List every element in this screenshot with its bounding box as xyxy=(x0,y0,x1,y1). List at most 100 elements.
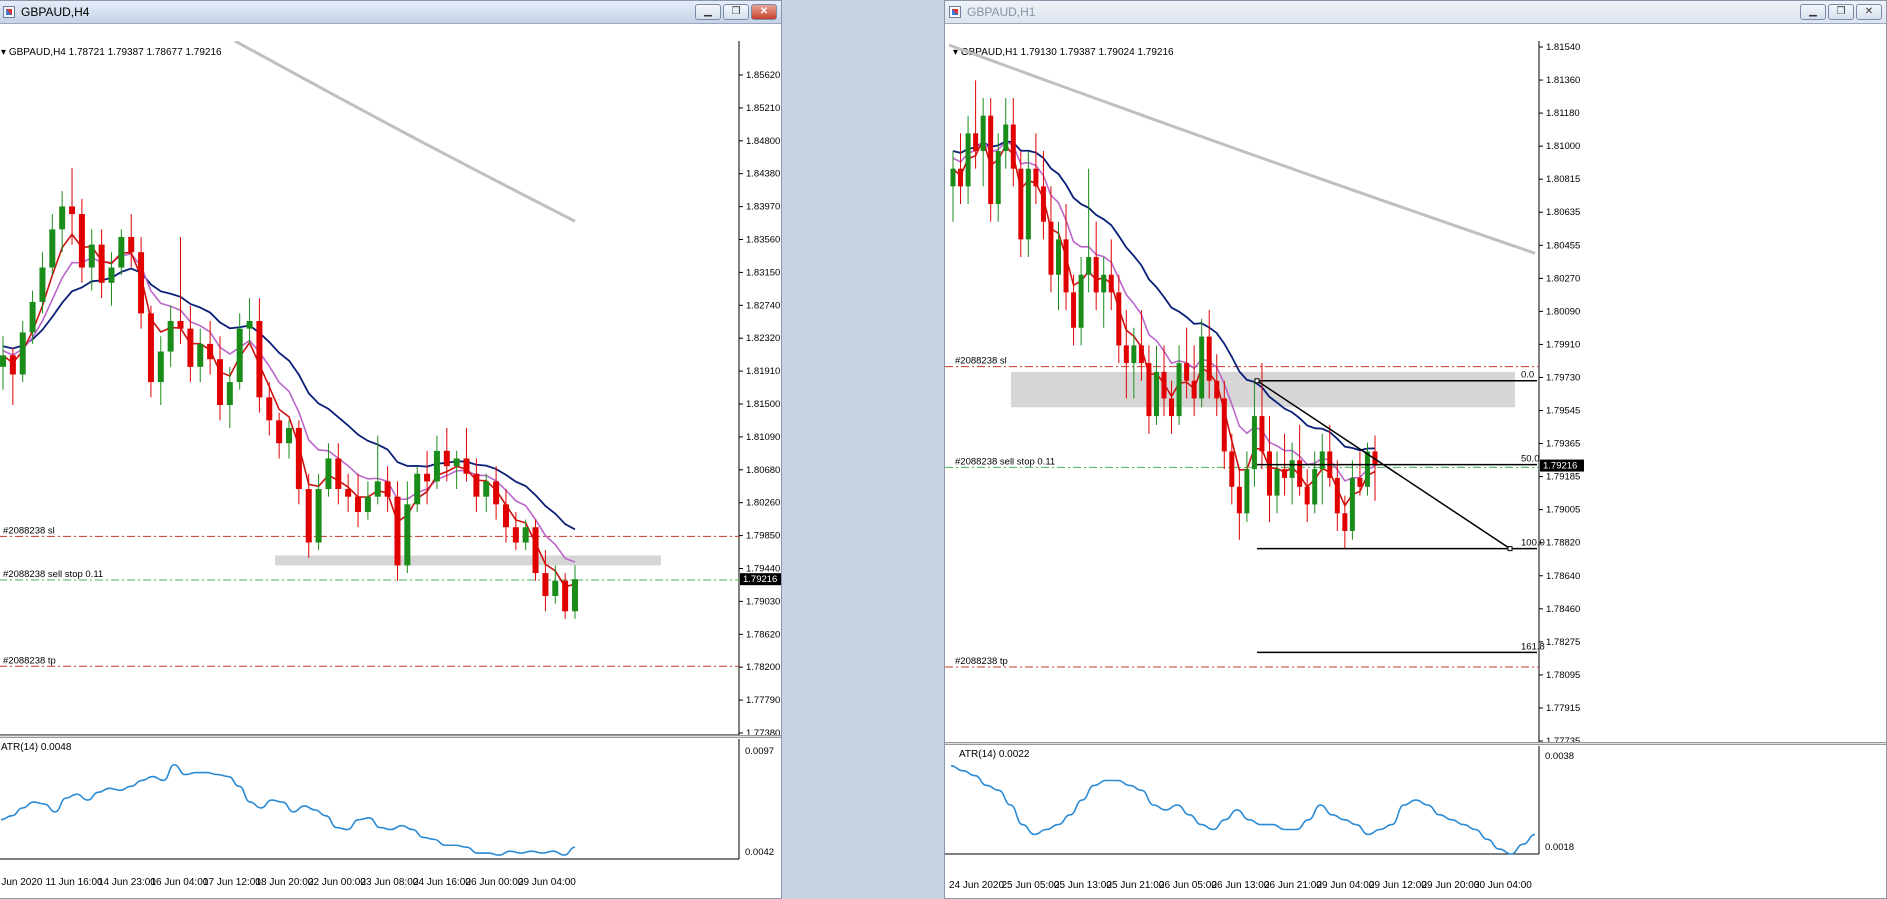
candle-body xyxy=(1199,336,1205,399)
resistance-zone xyxy=(275,555,661,566)
candle-body xyxy=(1229,451,1235,487)
candle-body xyxy=(473,473,480,497)
price-chart[interactable]: 1.81540 1.81360 1.81180 1.81000 1.80815 1.806… xyxy=(945,41,1887,744)
ma-9-line xyxy=(2,232,576,588)
current-price-tag xyxy=(740,573,781,586)
window-titlebar[interactable]: GBPAUD,H4 ▁ ❐ ✕ xyxy=(0,1,781,24)
current-price-label: 1.79216 xyxy=(1543,461,1577,472)
atr-max-label: 0.0097 xyxy=(745,746,774,757)
candle-body xyxy=(493,481,500,505)
time-label: 26 Jun 00:00 xyxy=(466,877,524,888)
candle-body xyxy=(1289,460,1295,478)
time-label: 29 Jun 04:00 xyxy=(518,877,576,888)
time-label: 25 Jun 13:00 xyxy=(1054,880,1112,891)
candle-body xyxy=(1349,477,1355,531)
minimize-button[interactable]: ▁ xyxy=(695,4,721,20)
time-label: 29 Jun 12:00 xyxy=(1369,880,1427,891)
candle-body xyxy=(1297,460,1303,487)
restore-button[interactable]: ❐ xyxy=(1828,4,1854,20)
price-label: 1.78620 xyxy=(746,629,780,640)
time-label: 14 Jun 23:00 xyxy=(98,877,156,888)
candle-body xyxy=(1025,168,1031,240)
candle-body xyxy=(1003,124,1009,152)
restore-button[interactable]: ❐ xyxy=(723,4,749,20)
candle-body xyxy=(246,320,253,329)
price-label: 1.78820 xyxy=(1546,538,1580,549)
chart-window-h1[interactable]: GBPAUD,H1 ▁ ❐ ✕ ▾ GBPAUD,H1 1.79130 1.79… xyxy=(944,0,1887,899)
candle-body xyxy=(414,473,421,505)
candle-body xyxy=(542,573,549,596)
price-label: 1.77790 xyxy=(746,695,780,706)
candle-body xyxy=(1221,398,1227,452)
take-profit-label: #2088238 tp xyxy=(955,656,1008,667)
price-label: 1.80680 xyxy=(746,465,780,476)
window-titlebar[interactable]: GBPAUD,H1 ▁ ❐ ✕ xyxy=(945,1,1886,24)
candle-body xyxy=(78,214,85,268)
take-profit-label: #2088238 tp xyxy=(3,655,56,666)
restore-icon: ❐ xyxy=(731,6,741,17)
stop-loss-label: #2088238 sl xyxy=(3,525,55,536)
pane-separator[interactable] xyxy=(945,742,1886,745)
candle-body xyxy=(295,427,302,490)
time-label: 24 Jun 16:00 xyxy=(413,877,471,888)
candle-body xyxy=(562,580,569,612)
time-label: 23 Jun 08:00 xyxy=(361,877,419,888)
price-label: 1.79545 xyxy=(1546,406,1580,417)
time-label: 25 Jun 05:00 xyxy=(1002,880,1060,891)
candle-body xyxy=(1191,380,1197,399)
candle-body xyxy=(335,458,342,490)
ma-50-line xyxy=(952,140,1376,452)
atr-label: ATR(14) 0.0022 xyxy=(959,749,1030,760)
candle-body xyxy=(345,489,352,497)
price-label: 1.79030 xyxy=(746,596,780,607)
price-label: 1.81360 xyxy=(1546,75,1580,86)
price-label: 1.81090 xyxy=(746,432,780,443)
candle-body xyxy=(216,359,223,406)
candle-body xyxy=(266,397,273,421)
candle-body xyxy=(404,504,411,566)
candle-body xyxy=(256,320,263,398)
price-label: 1.81910 xyxy=(746,366,780,377)
time-label: 24 Jun 2020 xyxy=(949,880,1004,891)
candle-body xyxy=(1040,186,1046,222)
ma-21-line xyxy=(2,253,576,563)
price-label: 1.82740 xyxy=(746,300,780,311)
time-label: 16 Jun 04:00 xyxy=(151,877,209,888)
candle-body xyxy=(0,355,6,367)
candle-body xyxy=(39,267,46,302)
candle-body xyxy=(1078,274,1084,328)
price-label: 1.78640 xyxy=(1546,571,1580,582)
candle-body xyxy=(364,496,371,512)
candle-body xyxy=(1161,371,1167,399)
candle-body xyxy=(276,420,283,444)
candle-body xyxy=(1108,274,1114,293)
price-label: 1.79005 xyxy=(1546,505,1580,516)
candle-body xyxy=(1251,416,1257,470)
ma-200-line xyxy=(948,43,1536,255)
minimize-button[interactable]: ▁ xyxy=(1800,4,1826,20)
candle-body xyxy=(552,580,559,596)
price-label: 1.80815 xyxy=(1546,174,1580,185)
atr-min-label: 0.0018 xyxy=(1545,842,1574,853)
time-label: 30 Jun 04:00 xyxy=(1474,880,1532,891)
price-chart[interactable]: 1.85620 1.85210 1.84800 1.84380 1.83970 1.835… xyxy=(0,41,782,736)
candle-body xyxy=(463,458,470,474)
price-label: 1.80270 xyxy=(1546,273,1580,284)
candle-body xyxy=(1048,221,1054,275)
candle-body xyxy=(950,168,956,187)
price-label: 1.78275 xyxy=(1546,637,1580,648)
candle-body xyxy=(315,489,322,543)
candle-body xyxy=(157,351,164,383)
candle-body xyxy=(1244,469,1250,514)
ma-9-line xyxy=(952,137,1376,508)
candle-body xyxy=(973,133,979,152)
price-label: 1.85210 xyxy=(746,103,780,114)
candle-body xyxy=(177,320,184,329)
close-button[interactable]: ✕ xyxy=(1856,4,1882,20)
pane-separator[interactable] xyxy=(0,735,781,738)
chart-window-h4[interactable]: GBPAUD,H4 ▁ ❐ ✕ ▾ GBPAUD,H4 1.78721 1.79… xyxy=(0,0,782,899)
close-button[interactable]: ✕ xyxy=(751,4,777,20)
time-label: 29 Jun 04:00 xyxy=(1317,880,1375,891)
